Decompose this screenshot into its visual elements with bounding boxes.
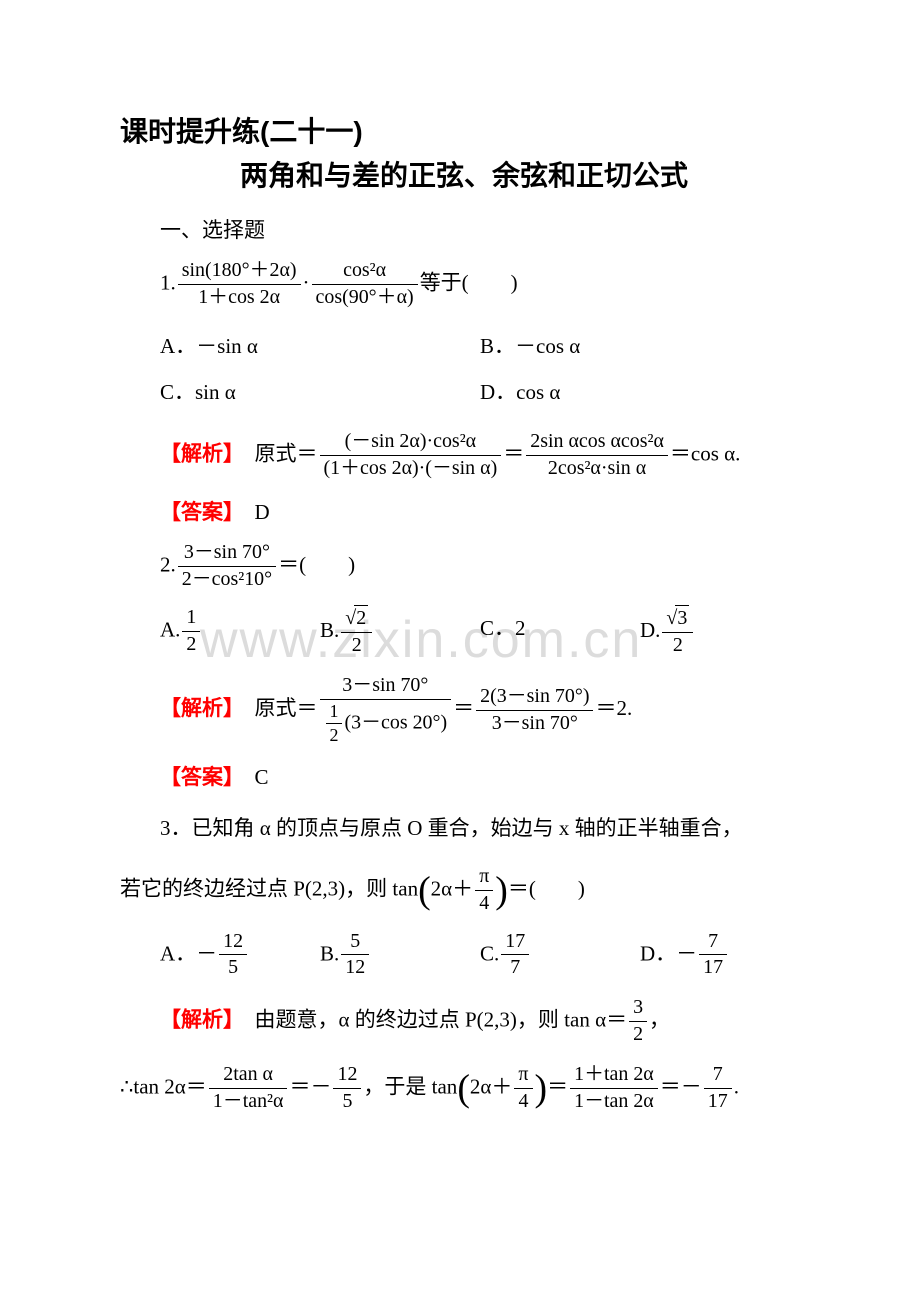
title-line-2: 两角和与差的正弦、余弦和正切公式	[240, 154, 800, 194]
content-area: 课时提升练(二十一) 两角和与差的正弦、余弦和正切公式 一、选择题 1.sin(…	[120, 110, 800, 1115]
answer-label: 【答案】	[160, 500, 234, 524]
solution-label: 【解析】	[160, 442, 234, 466]
q2-solution: 【解析】 原式＝3－sin 70°12(3－cos 20°)＝2(3－sin 7…	[160, 673, 800, 748]
q1-opt-d: D．cos α	[480, 369, 800, 415]
q3-opt-a: A．－125	[160, 929, 320, 982]
section-heading: 一、选择题	[160, 214, 800, 244]
q3-opt-b: B.512	[320, 929, 480, 982]
q2-opt-a: A.12	[160, 605, 320, 659]
q2-opt-b: B.22	[320, 605, 480, 659]
q1-opt-a: A．－sin α	[160, 323, 480, 369]
q1-solution: 【解析】 原式＝(－sin 2α)·cos²α(1＋cos 2α)·(－sin …	[160, 429, 800, 482]
q2-opt-c: C．2	[480, 605, 640, 659]
answer-label: 【答案】	[160, 765, 234, 789]
q3-stem-line1: 3．已知角 α 的顶点与原点 O 重合，始边与 x 轴的正半轴重合，	[160, 805, 800, 851]
q1-number: 1.	[160, 270, 176, 294]
q1-stem: 1.sin(180°＋2α)1＋cos 2α·cos²αcos(90°＋α)等于…	[160, 258, 800, 311]
solution-label: 【解析】	[160, 696, 234, 720]
q1-frac1: sin(180°＋2α)1＋cos 2α	[178, 258, 301, 311]
q2-stem: 2.3－sin 70°2－cos²10°＝( )	[160, 540, 800, 593]
q3-stem-line2: 若它的终边经过点 P(2,3)，则 tan(2α＋π4)＝( )	[120, 864, 800, 917]
q3-options: A．－125 B.512 C.177 D．－717	[160, 929, 800, 982]
q2-number: 2.	[160, 552, 176, 576]
title-line-1: 课时提升练(二十一)	[120, 110, 800, 150]
q1-opt-b: B．－cos α	[480, 323, 800, 369]
q3-number: 3．	[160, 816, 192, 840]
q1-opt-c: C．sin α	[160, 369, 480, 415]
q1-tail: 等于( )	[420, 270, 518, 294]
q2-tail: ＝( )	[278, 552, 355, 576]
q2-options: A.12 B.22 C．2 D.32	[160, 605, 800, 659]
solution-label: 【解析】	[160, 1008, 234, 1032]
q1-frac2: cos²αcos(90°＋α)	[312, 258, 418, 311]
q2-opt-d: D.32	[640, 605, 800, 659]
q1-options: A．－sin α B．－cos α C．sin α D．cos α	[160, 323, 800, 415]
q3-opt-c: C.177	[480, 929, 640, 982]
q2-answer: 【答案】 C	[160, 761, 800, 791]
q3-opt-d: D．－717	[640, 929, 800, 982]
q3-solution-line2: ∴tan 2α＝2tan α1－tan²α＝－125，于是 tan(2α＋π4)…	[120, 1062, 800, 1115]
q1-answer: 【答案】 D	[160, 496, 800, 526]
q3-solution-line1: 【解析】 由题意，α 的终边过点 P(2,3)，则 tan α＝32，	[160, 995, 800, 1048]
q2-frac: 3－sin 70°2－cos²10°	[178, 540, 276, 593]
